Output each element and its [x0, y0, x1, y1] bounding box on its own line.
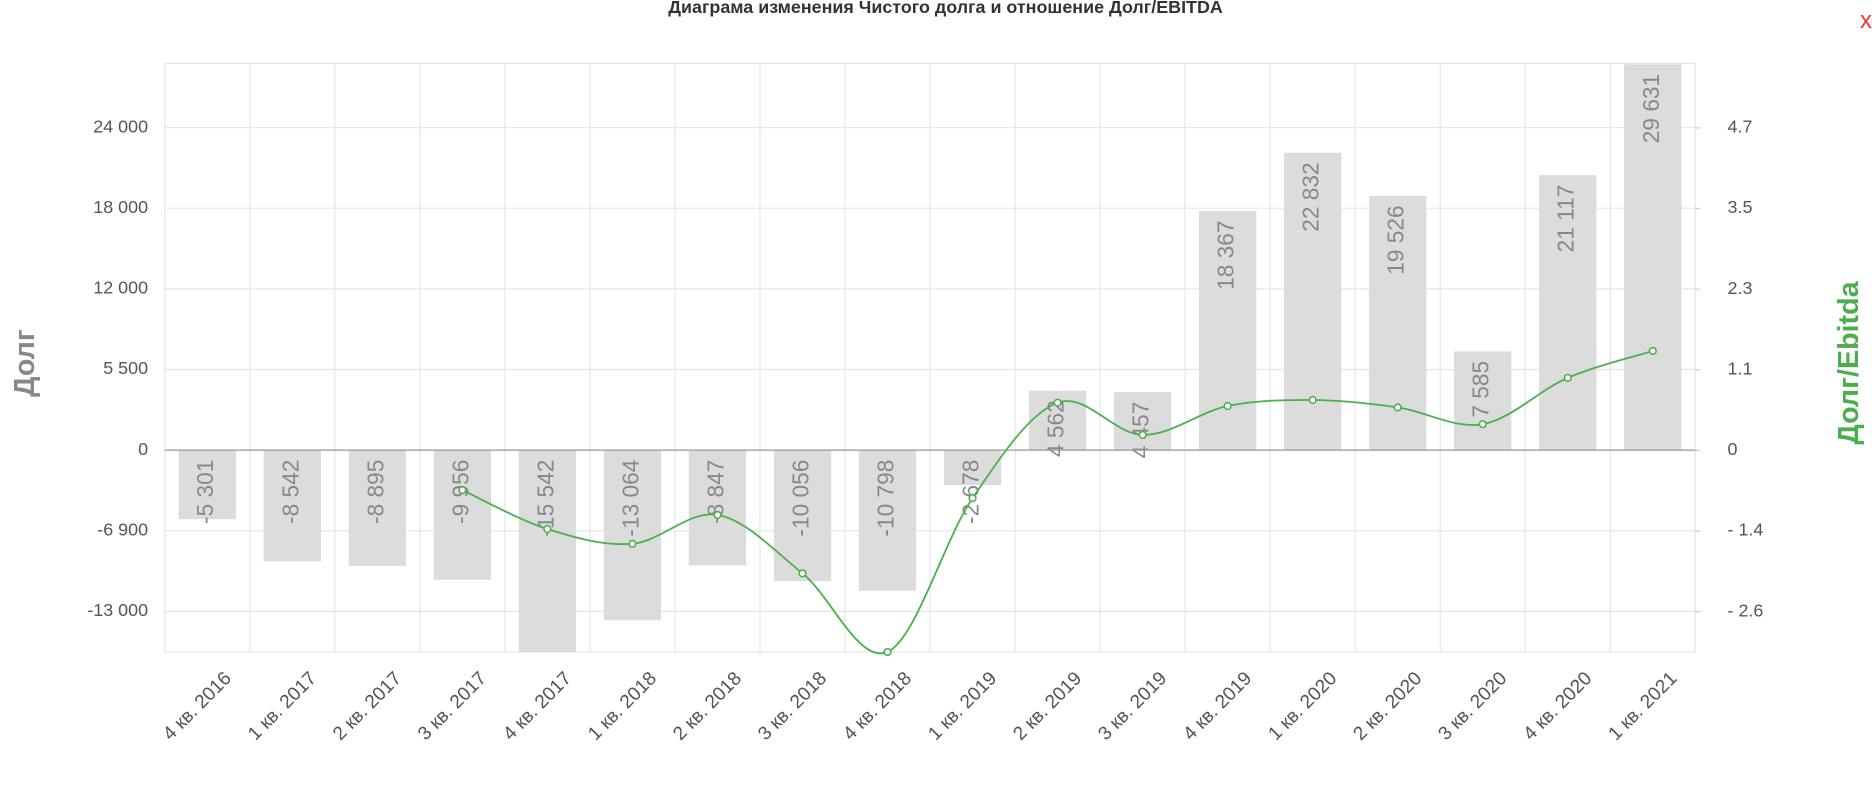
bar-value-label: 4 457 — [1128, 402, 1154, 459]
line-point — [458, 485, 467, 495]
line-point — [1223, 401, 1232, 411]
y2-tick-label: - 2.6 — [1728, 600, 1764, 620]
bar — [1539, 175, 1597, 451]
y2-tick-label: 3.5 — [1728, 197, 1753, 217]
y-tick-label: 24 000 — [93, 116, 148, 136]
y2-tick-label: - 1.4 — [1728, 520, 1764, 540]
y-tick-label: 12 000 — [93, 278, 148, 298]
bar — [1113, 392, 1172, 451]
bar — [433, 450, 492, 580]
y2-tick-label: 0 — [1728, 439, 1738, 459]
line-point — [1053, 398, 1062, 407]
bar — [773, 450, 832, 582]
bar-value-label: 4 562 — [1043, 400, 1069, 457]
x-tick-label: 1 кв. 2018 — [584, 668, 661, 745]
line-point — [968, 493, 977, 503]
x-tick-label: 2 кв. 2020 — [1350, 668, 1427, 745]
line-point — [1478, 420, 1487, 429]
y-axis-title: Долг — [9, 329, 41, 397]
line-point — [713, 510, 722, 520]
y2-tick-label: 4.7 — [1728, 117, 1753, 137]
bar-value-label: 29 631 — [1638, 74, 1664, 143]
line-point — [543, 524, 552, 534]
line-point — [883, 647, 892, 657]
bar-value-label: -5 301 — [192, 460, 218, 524]
bar — [943, 450, 1002, 485]
bar-value-label: 18 367 — [1213, 221, 1239, 290]
bar-value-label: 21 117 — [1553, 185, 1579, 253]
y2-tick-label: 2.3 — [1728, 278, 1753, 298]
line-point — [1308, 395, 1317, 405]
x-tick-label: 2 кв. 2017 — [329, 668, 406, 745]
line-point — [1393, 403, 1402, 412]
bar — [348, 450, 406, 566]
x-tick-label: 1 кв. 2017 — [244, 668, 321, 745]
bar — [1454, 351, 1512, 451]
bar-value-label: -10 798 — [872, 460, 898, 537]
bar-value-label: 7 585 — [1468, 361, 1494, 418]
x-tick-label: 1 кв. 2020 — [1265, 668, 1342, 745]
bar-value-label: -2 678 — [958, 460, 984, 524]
bar — [688, 450, 747, 566]
line-point — [1138, 430, 1147, 440]
y2-tick-label: 1.1 — [1728, 358, 1753, 378]
y2-axis-title: Долг/Ebitda — [1833, 280, 1865, 444]
bar-value-label: -15 542 — [532, 460, 558, 537]
y-tick-label: -13 000 — [87, 600, 148, 620]
y-tick-label: 5 500 — [103, 358, 148, 378]
x-tick-label: 4 кв. 2019 — [1179, 668, 1256, 745]
x-tick-label: 3 кв. 2017 — [414, 668, 491, 745]
line-point — [628, 539, 637, 548]
x-tick-label: 4 кв. 2016 — [159, 668, 236, 745]
bar-value-label: -10 056 — [787, 460, 813, 537]
x-tick-label: 1 кв. 2019 — [924, 668, 1001, 745]
bar — [1624, 64, 1682, 451]
x-tick-label: 3 кв. 2018 — [754, 668, 831, 745]
line — [461, 350, 1654, 655]
x-tick-label: 2 кв. 2019 — [1009, 668, 1086, 745]
y-tick-label: 18 000 — [93, 197, 148, 217]
bar — [263, 450, 321, 562]
x-tick-label: 3 кв. 2019 — [1094, 668, 1171, 745]
bar — [858, 450, 917, 591]
y-tick-label: -6 900 — [97, 520, 148, 540]
bar-value-label: 22 832 — [1298, 162, 1324, 231]
x-tick-label: 2 кв. 2018 — [669, 668, 746, 745]
x-tick-label: 4 кв. 2018 — [839, 668, 916, 745]
line-point — [798, 569, 807, 578]
chart-title: Диаграма изменения Чистого долга и отнош… — [668, 0, 1223, 17]
bar-value-label: 19 526 — [1383, 205, 1409, 274]
bar — [1198, 210, 1257, 451]
bar-value-label: -8 542 — [277, 460, 303, 524]
x-tick-label: 4 кв. 2017 — [499, 668, 576, 745]
bar — [603, 450, 662, 621]
x-tick-label: 1 кв. 2021 — [1605, 668, 1682, 745]
line-point — [1648, 346, 1657, 356]
bar — [518, 450, 577, 653]
bar-value-label: -8 895 — [362, 460, 388, 524]
x-tick-label: 4 кв. 2020 — [1520, 668, 1597, 745]
line-point — [1563, 373, 1572, 382]
bar-value-label: -13 064 — [617, 460, 643, 537]
close-button[interactable]: x — [1860, 7, 1872, 34]
y-tick-label: 0 — [138, 439, 148, 459]
bar — [178, 450, 236, 520]
x-tick-label: 3 кв. 2020 — [1435, 668, 1512, 745]
